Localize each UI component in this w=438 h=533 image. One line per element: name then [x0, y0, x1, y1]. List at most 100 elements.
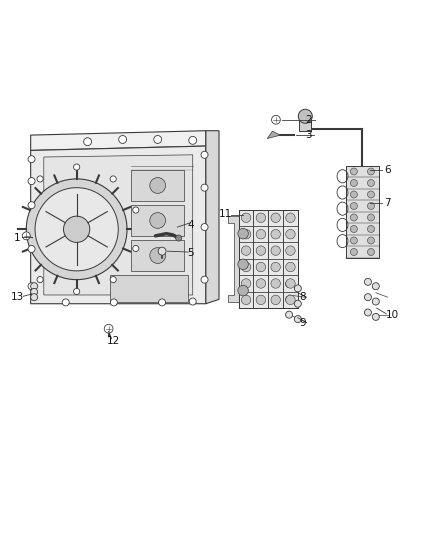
Circle shape [367, 203, 374, 209]
Circle shape [26, 179, 127, 280]
Circle shape [74, 288, 80, 295]
Circle shape [350, 237, 357, 244]
Circle shape [110, 299, 117, 306]
Circle shape [294, 300, 301, 307]
Circle shape [31, 294, 38, 301]
Circle shape [133, 207, 139, 213]
Circle shape [350, 214, 357, 221]
Circle shape [364, 278, 371, 285]
Circle shape [35, 188, 118, 271]
Circle shape [238, 229, 248, 239]
Circle shape [28, 177, 35, 184]
Circle shape [74, 164, 80, 170]
Circle shape [286, 295, 295, 305]
Text: 1: 1 [13, 233, 20, 243]
Text: 6: 6 [384, 165, 391, 175]
Circle shape [150, 248, 166, 263]
Text: 12: 12 [107, 336, 120, 346]
Bar [131, 240, 184, 271]
Polygon shape [206, 131, 219, 304]
Circle shape [22, 232, 30, 240]
Bar [299, 118, 311, 131]
Circle shape [372, 298, 379, 305]
Circle shape [364, 294, 371, 301]
Circle shape [350, 203, 357, 209]
Circle shape [28, 201, 35, 209]
Text: 2: 2 [305, 115, 312, 125]
Circle shape [189, 136, 197, 144]
Circle shape [150, 177, 166, 193]
Circle shape [286, 280, 293, 287]
Circle shape [31, 282, 38, 290]
Circle shape [298, 109, 312, 123]
Circle shape [201, 151, 208, 158]
Polygon shape [228, 216, 239, 302]
Circle shape [256, 262, 265, 272]
Text: 9: 9 [299, 318, 306, 328]
Circle shape [286, 246, 295, 255]
Circle shape [372, 282, 379, 290]
Circle shape [367, 225, 374, 232]
Circle shape [133, 245, 139, 252]
Circle shape [350, 180, 357, 187]
Circle shape [256, 295, 265, 305]
Circle shape [364, 309, 371, 316]
Circle shape [201, 276, 208, 283]
Circle shape [256, 279, 265, 288]
Circle shape [367, 214, 374, 221]
Circle shape [271, 230, 280, 239]
Text: 5: 5 [187, 248, 194, 259]
Circle shape [294, 285, 301, 292]
Circle shape [350, 248, 357, 255]
Circle shape [84, 138, 92, 146]
Text: 4: 4 [187, 220, 194, 230]
Circle shape [150, 213, 166, 229]
Circle shape [350, 168, 357, 175]
Circle shape [350, 225, 357, 232]
Bar [131, 205, 184, 236]
Circle shape [28, 246, 35, 253]
Circle shape [31, 288, 38, 295]
Circle shape [238, 259, 248, 270]
Circle shape [367, 248, 374, 255]
Circle shape [350, 191, 357, 198]
Circle shape [154, 135, 162, 143]
Circle shape [286, 296, 293, 303]
Circle shape [271, 279, 280, 288]
Text: 11: 11 [219, 209, 232, 219]
Circle shape [119, 135, 127, 143]
Circle shape [256, 230, 265, 239]
Circle shape [286, 213, 295, 222]
Circle shape [241, 213, 251, 222]
Circle shape [110, 277, 116, 282]
Polygon shape [31, 146, 206, 304]
Circle shape [241, 262, 251, 272]
Circle shape [64, 216, 90, 243]
Circle shape [37, 277, 43, 282]
Circle shape [104, 324, 113, 333]
Circle shape [286, 262, 295, 272]
Circle shape [201, 184, 208, 191]
Circle shape [271, 295, 280, 305]
Circle shape [241, 295, 251, 305]
Polygon shape [31, 131, 206, 150]
Text: 13: 13 [11, 292, 24, 302]
Circle shape [201, 223, 208, 231]
Bar [346, 166, 379, 258]
Bar [239, 209, 298, 308]
Bar [110, 275, 188, 302]
Circle shape [367, 191, 374, 198]
Circle shape [28, 156, 35, 163]
Circle shape [271, 213, 280, 222]
Circle shape [238, 285, 248, 296]
Text: 10: 10 [385, 310, 399, 320]
Circle shape [286, 279, 295, 288]
Circle shape [372, 313, 379, 320]
Circle shape [271, 262, 280, 272]
Circle shape [241, 230, 251, 239]
Circle shape [158, 247, 166, 255]
Circle shape [37, 176, 43, 182]
Polygon shape [267, 131, 280, 139]
Circle shape [110, 176, 116, 182]
Circle shape [286, 230, 295, 239]
